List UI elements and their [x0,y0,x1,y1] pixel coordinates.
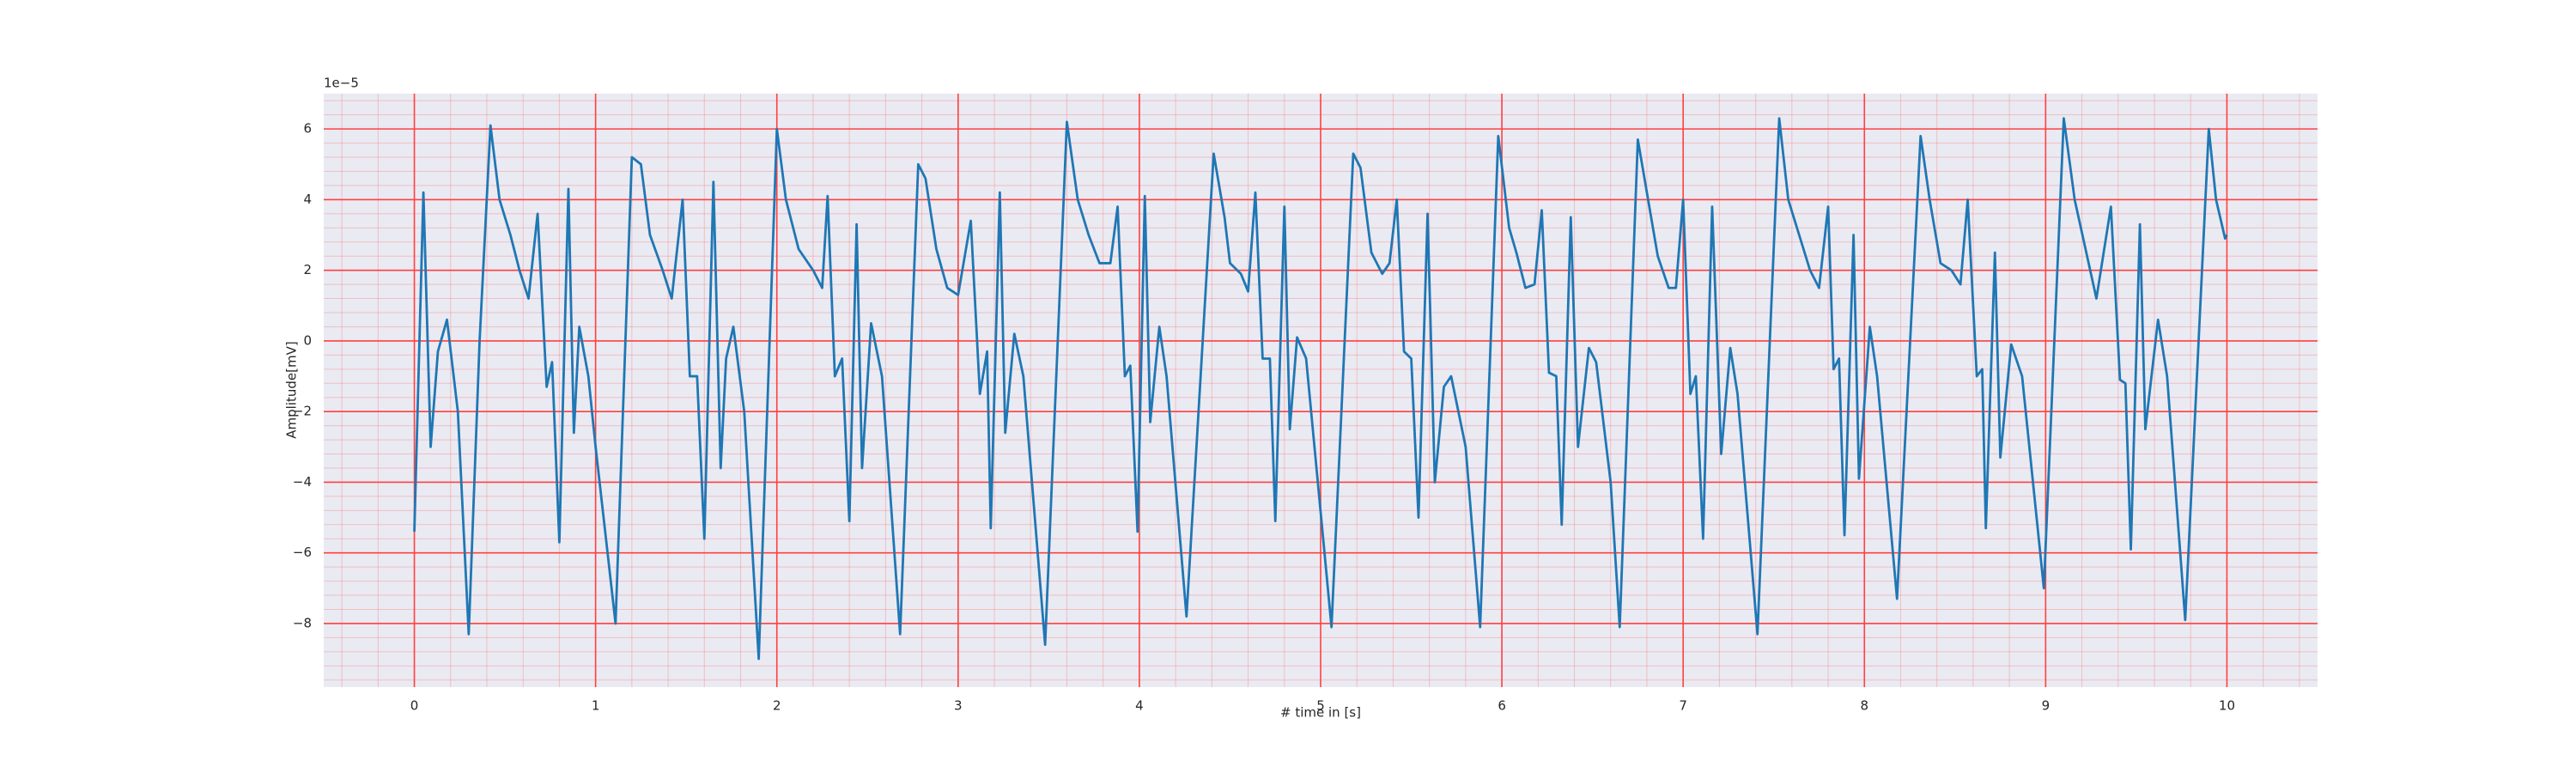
y-tick-label: −6 [293,545,312,560]
y-tick-label: 2 [303,262,312,277]
y-tick-label: −8 [293,615,312,630]
y-tick-label: 6 [303,121,312,137]
lines [413,117,2228,660]
labels: 0 1 2 3 4 5 6 7 8 9 10 −8 −6 −4 −2 0 2 4 6 [293,121,2235,714]
x-tick-label: 3 [954,698,963,714]
x-tick-label: 9 [2042,698,2050,714]
offset-text: 1e−5 [324,76,359,91]
y-tick-label: 4 [303,192,312,207]
series-line [413,117,2228,660]
y-tick-label: −2 [293,404,312,419]
y-tick-label: −4 [293,474,312,490]
x-tick-label: 7 [1679,698,1687,714]
x-tick-label: 8 [1860,698,1868,714]
x-axis-label: # time in [s] [1280,705,1361,721]
x-tick-label: 6 [1498,698,1506,714]
x-tick-label: 5 [1316,698,1325,714]
x-tick-label: 2 [773,698,781,714]
major-grid [324,94,2318,687]
y-axis-label: Amplitude[mV] [284,341,300,438]
x-tick-label: 4 [1135,698,1144,714]
y-tick-label: 0 [303,332,312,348]
x-tick-label: 10 [2219,698,2235,714]
x-tick-label: 1 [592,698,600,714]
x-tick-label: 0 [410,698,419,714]
